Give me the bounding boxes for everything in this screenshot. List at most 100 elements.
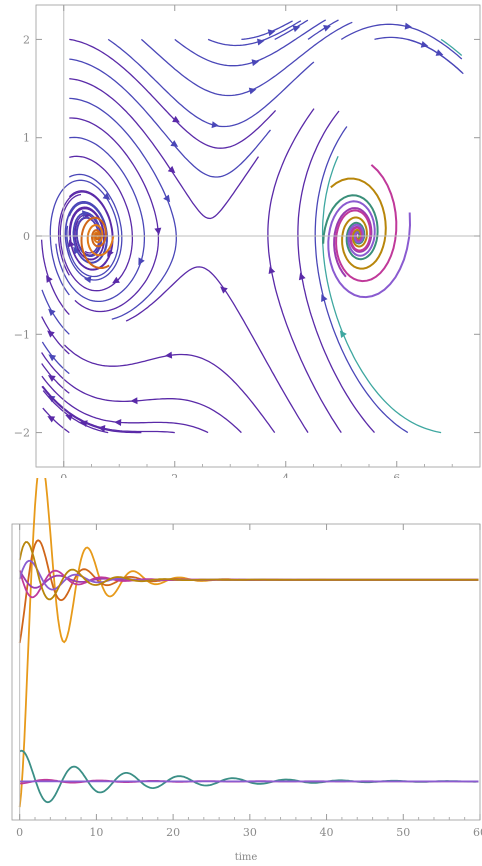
stream-arrow: [164, 351, 173, 359]
stream-line: [69, 78, 260, 220]
stream-arrow: [163, 194, 171, 203]
stream-line: [107, 38, 315, 128]
stream-line: [407, 38, 463, 73]
stream-line: [140, 21, 353, 97]
stream-arrow: [112, 276, 120, 284]
stream-arrow: [211, 121, 219, 129]
stream-line: [307, 19, 339, 40]
stream-line: [41, 289, 70, 335]
stream-line: [59, 155, 134, 292]
stream-arrow: [251, 59, 260, 67]
stream-arrow: [267, 29, 276, 37]
stream-arrow: [65, 414, 74, 421]
y-tick-label: −2: [14, 427, 30, 440]
series-line: [18, 539, 479, 644]
stream-arrow: [167, 165, 176, 174]
x-tick-label: 60: [473, 826, 482, 839]
stream-line: [55, 136, 146, 303]
trajectory-line: [335, 164, 398, 283]
trajectory-line: [327, 200, 412, 299]
stream-arrow: [298, 272, 306, 281]
stream-arrow: [102, 192, 111, 200]
series-line: [18, 478, 479, 808]
stream-line: [267, 108, 342, 433]
x-tick-label: 30: [243, 826, 257, 839]
stream-arrow: [48, 354, 57, 362]
stream-line: [40, 239, 70, 316]
stream-line: [64, 173, 123, 281]
stream-arrow: [321, 294, 328, 302]
x-tick-label: 2: [171, 472, 178, 478]
stream-line: [68, 202, 108, 264]
stream-arrow: [339, 330, 347, 339]
stream-line: [69, 97, 177, 320]
series-line: [19, 749, 479, 804]
stream-line: [42, 385, 175, 434]
stream-line: [41, 341, 70, 375]
stream-line: [440, 38, 463, 56]
stream-line: [69, 38, 277, 149]
stream-line: [69, 58, 271, 178]
y-tick-label: 2: [23, 33, 30, 46]
stream-line: [125, 266, 309, 433]
stream-arrow: [81, 210, 90, 218]
y-tick-label: 0: [23, 230, 30, 243]
x-tick-label: 10: [89, 826, 103, 839]
stream-line: [42, 390, 109, 434]
time-series-plot: 0 10 20 30 40 50 60 time: [11, 478, 482, 863]
stream-line: [174, 19, 327, 67]
stream-line: [274, 19, 309, 40]
stream-arrow: [170, 140, 179, 147]
trajectory-line: [322, 194, 379, 261]
stream-arrow: [68, 239, 75, 248]
x-tick-label: 40: [320, 826, 334, 839]
stream-arrow: [323, 25, 331, 32]
stream-arrow: [292, 25, 301, 33]
stream-line: [69, 117, 160, 313]
time-plot-frame: [11, 523, 481, 821]
axes: 0 10 20 30 40 50 60: [16, 524, 482, 839]
series-line: [18, 569, 479, 599]
stream-arrow: [404, 22, 413, 30]
trajectories: [80, 164, 412, 299]
time-axis-title: time: [235, 852, 258, 863]
stream-arrow: [268, 266, 276, 275]
stream-line: [340, 23, 463, 60]
stream-arrow: [47, 416, 56, 423]
y-tick-label: −1: [14, 328, 30, 341]
stream-line: [241, 20, 293, 41]
series-line: [18, 559, 479, 591]
stream-line: [297, 110, 375, 434]
stream-plot: 0 2 4 6 2 1 0 −1 −2: [14, 4, 481, 478]
x-tick-label: 6: [393, 472, 400, 478]
stream-line: [68, 190, 114, 271]
stream-arrow: [47, 375, 56, 382]
stream-line: [49, 179, 120, 296]
stream-line: [63, 344, 276, 433]
stream-line: [42, 407, 70, 434]
stream-arrow: [48, 308, 56, 317]
stream-arrow: [83, 276, 92, 284]
stream-line: [41, 363, 70, 394]
stream-arrow: [435, 49, 444, 56]
series-lines: [18, 478, 479, 808]
y-tick-label: 1: [23, 132, 30, 145]
stream-line: [41, 352, 242, 434]
stream-arrow: [248, 87, 257, 95]
stream-line: [41, 375, 209, 434]
stream-arrow: [46, 275, 53, 283]
stream-arrow: [114, 418, 122, 426]
stream-arrow: [256, 38, 265, 46]
series-line: [18, 541, 479, 601]
x-tick-label: 4: [282, 472, 289, 478]
stream-arrow: [47, 330, 55, 338]
x-tick-label: 50: [396, 826, 410, 839]
x-tick-label: 20: [166, 826, 180, 839]
stream-arrow: [172, 115, 180, 123]
stream-arrow: [130, 397, 138, 405]
x-tick-label: 0: [16, 826, 23, 839]
axes: 0 2 4 6 2 1 0 −1 −2: [14, 5, 481, 478]
stream-line: [321, 156, 442, 434]
stream-arrow: [138, 257, 145, 266]
